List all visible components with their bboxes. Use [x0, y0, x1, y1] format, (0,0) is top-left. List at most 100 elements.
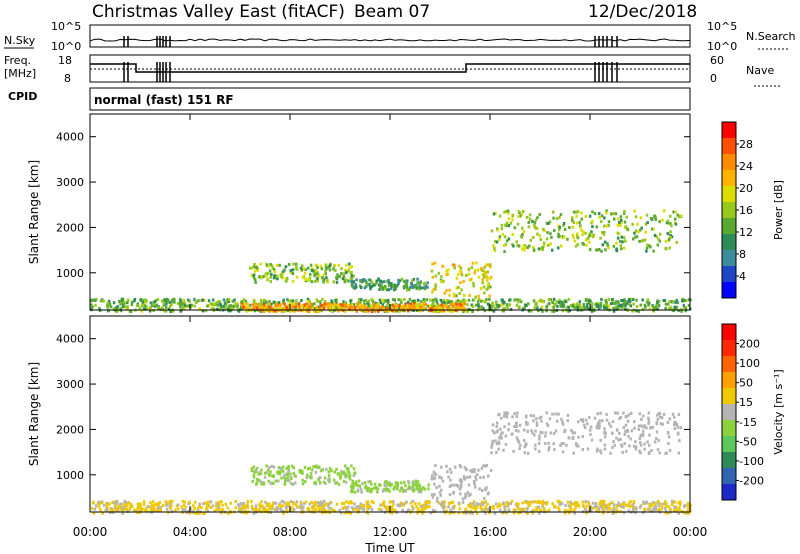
heatmap-cell: [545, 237, 549, 241]
heatmap-cell: [684, 299, 688, 302]
heatmap-cell: [504, 223, 507, 227]
heatmap-cell: [275, 274, 279, 278]
heatmap-cell: [112, 307, 116, 311]
heatmap-cell: [599, 236, 602, 240]
heatmap-cell: [258, 275, 261, 279]
heatmap-cell: [387, 279, 390, 282]
heatmap-cell: [596, 426, 599, 430]
heatmap-cell: [605, 413, 608, 417]
heatmap-cell: [162, 301, 166, 305]
nsky-panel-frame: [89, 24, 691, 48]
heatmap-cell: [483, 271, 487, 275]
heatmap-cell: [587, 502, 591, 505]
heatmap-cell: [635, 309, 638, 313]
heatmap-cell: [328, 306, 332, 310]
heatmap-cell: [440, 465, 443, 469]
heatmap-cell: [491, 301, 494, 305]
heatmap-cell: [634, 235, 637, 239]
heatmap-cell: [481, 489, 484, 492]
heatmap-cell: [332, 478, 336, 482]
heatmap-cell: [603, 430, 607, 434]
heatmap-cell: [517, 215, 520, 218]
heatmap-cell: [320, 309, 323, 313]
colorbar-tick-label: -50: [739, 435, 757, 448]
heatmap-cell: [500, 303, 504, 307]
heatmap-cell: [602, 500, 605, 504]
heatmap-cell: [283, 309, 286, 313]
heatmap-cell: [100, 299, 104, 303]
heatmap-cell: [574, 505, 577, 509]
heatmap-cell: [322, 306, 326, 310]
heatmap-cell: [672, 210, 676, 214]
heatmap-cell: [381, 303, 385, 307]
heatmap-cell: [539, 501, 543, 505]
heatmap-cell: [363, 481, 367, 485]
heatmap-cell: [125, 504, 129, 508]
heatmap-cell: [266, 502, 269, 506]
heatmap-cell: [400, 304, 403, 308]
nave-tick-bottom: 0: [710, 72, 717, 85]
heatmap-cell: [636, 222, 639, 226]
heatmap-cell: [253, 278, 257, 281]
heatmap-cell: [529, 414, 533, 417]
heatmap-cell: [163, 299, 167, 303]
heatmap-cell: [436, 499, 439, 503]
heatmap-cell: [450, 483, 453, 487]
heatmap-cell: [603, 306, 606, 310]
heatmap-cell: [243, 302, 246, 306]
heatmap-cell: [578, 304, 581, 308]
heatmap-cell: [595, 302, 599, 306]
heatmap-cell: [605, 506, 608, 510]
heatmap-cell: [657, 412, 661, 416]
heatmap-cell: [349, 501, 352, 505]
heatmap-cell: [459, 281, 462, 285]
heatmap-cell: [252, 511, 255, 515]
heatmap-cell: [428, 500, 431, 504]
heatmap-cell: [163, 298, 166, 302]
heatmap-cell: [139, 298, 142, 302]
heatmap-cell: [321, 297, 324, 301]
heatmap-cell: [495, 240, 499, 244]
heatmap-cell: [515, 303, 519, 307]
heatmap-cell: [333, 470, 336, 474]
heatmap-cell: [458, 302, 461, 306]
heatmap-cell: [307, 266, 310, 270]
heatmap-cell: [144, 507, 148, 511]
heatmap-cell: [234, 305, 237, 308]
heatmap-cell: [152, 503, 156, 507]
heatmap-cell: [390, 284, 393, 288]
heatmap-cell: [425, 298, 429, 302]
heatmap-cell: [307, 467, 310, 471]
heatmap-cell: [541, 248, 544, 252]
heatmap-cell: [455, 276, 459, 280]
heatmap-cell: [538, 434, 541, 438]
heatmap-cell: [606, 503, 610, 507]
heatmap-cell: [642, 511, 645, 515]
heatmap-cell: [676, 213, 679, 217]
heatmap-cell: [682, 303, 686, 307]
heatmap-cell: [677, 309, 680, 313]
heatmap-cell: [117, 504, 120, 508]
heatmap-cell: [594, 502, 598, 505]
heatmap-cell: [617, 438, 620, 442]
heatmap-cell: [615, 307, 619, 311]
heatmap-cell: [467, 307, 470, 311]
heatmap-cell: [278, 472, 282, 476]
heatmap-cell: [295, 500, 299, 504]
heatmap-cell: [377, 304, 380, 308]
heatmap-cell: [556, 499, 560, 503]
heatmap-cell: [660, 416, 664, 420]
heatmap-cell: [492, 309, 496, 313]
heatmap-cell: [412, 483, 415, 486]
heatmap-cell: [375, 301, 378, 305]
heatmap-cell: [146, 505, 150, 509]
heatmap-cell: [666, 430, 670, 434]
heatmap-cell: [496, 505, 499, 509]
heatmap-cell: [359, 502, 363, 506]
colorbar-tick-label: 20: [739, 182, 753, 195]
power-heatmap: [90, 209, 692, 313]
heatmap-cell: [574, 244, 578, 248]
heatmap-cell: [653, 503, 657, 507]
heatmap-cell: [495, 421, 499, 425]
